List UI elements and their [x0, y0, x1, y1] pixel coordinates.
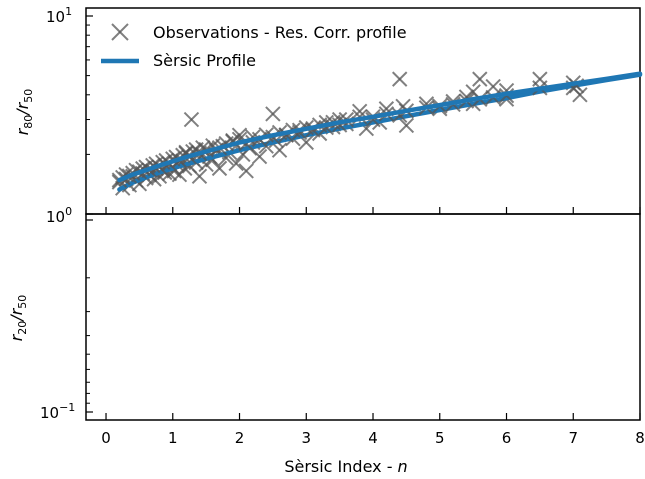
top-observation-point [251, 148, 268, 165]
x-tick-label: 2 [235, 429, 245, 447]
top-observation-stroke [238, 163, 254, 179]
bottom-ylabel: r20/r50 [7, 295, 29, 342]
top-observation-point [238, 163, 254, 179]
top-ytick-label-10: 101 [46, 5, 72, 26]
top-observation-point [271, 142, 288, 158]
top-observation-point [183, 111, 200, 128]
bottom-ytick-label-0.1: 10−1 [40, 401, 75, 422]
legend: Observations - Res. Corr. profile Sèrsic… [101, 23, 407, 70]
legend-label-observations: Observations - Res. Corr. profile [153, 23, 407, 42]
top-observation-stroke [485, 78, 501, 95]
bottom-sersic-line [117, 71, 643, 183]
legend-marker-observations [111, 23, 129, 41]
top-observation-stroke [472, 71, 488, 87]
top-observation-stroke [183, 111, 200, 128]
bottom-observation-stroke [465, 84, 481, 100]
top-observation-point [472, 71, 488, 87]
x-tick-label: 1 [168, 429, 178, 447]
top-observation-stroke [228, 155, 244, 172]
top-observation-stroke [351, 103, 368, 120]
x-axis-label: Sèrsic Index - n [284, 457, 407, 476]
top-observation-point [211, 160, 228, 177]
top-observation-stroke [398, 117, 415, 134]
top-observation-point [398, 117, 415, 134]
top-observation-point [485, 78, 501, 95]
bottom-panel: 10−1 r20/r50 0 1 2 3 4 5 6 7 8 Sèrsic Index - n [7, 71, 645, 476]
top-observation-stroke [392, 71, 408, 87]
top-observation-point [392, 71, 408, 87]
top-observation-point [228, 155, 244, 172]
bottom-panel-frame [85, 213, 641, 421]
bottom-minor-ticks [86, 219, 641, 420]
x-tick-label: 4 [368, 429, 378, 447]
top-observation-stroke [271, 142, 288, 158]
top-observation-point [265, 106, 281, 122]
top-observation-stroke [211, 160, 228, 177]
legend-label-sersic: Sèrsic Profile [153, 51, 256, 70]
bottom-data-marks [111, 71, 643, 188]
x-tick-labels: 0 1 2 3 4 5 6 7 8 [101, 429, 645, 447]
x-tick-label: 0 [101, 429, 111, 447]
top-ytick-label-1: 100 [46, 205, 72, 226]
x-tick-label: 3 [301, 429, 311, 447]
top-observation-stroke [191, 168, 208, 185]
x-tick-label: 5 [435, 429, 445, 447]
top-observation-stroke [251, 148, 268, 165]
top-observation-stroke [298, 134, 314, 151]
top-minor-ticks [86, 15, 641, 215]
x-tick-label: 6 [502, 429, 512, 447]
x-tick-label: 7 [568, 429, 578, 447]
top-observation-stroke [265, 106, 281, 122]
top-observation-point [191, 168, 208, 185]
top-ylabel: r80/r50 [13, 89, 35, 136]
x-tick-label: 8 [635, 429, 645, 447]
